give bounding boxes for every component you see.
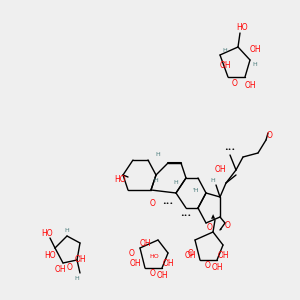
Text: •••: •••: [162, 200, 174, 206]
Text: OH: OH: [156, 272, 168, 280]
Text: O: O: [150, 199, 156, 208]
Text: H: H: [156, 152, 161, 158]
Text: H: H: [223, 47, 227, 52]
Text: O: O: [188, 248, 194, 257]
Text: OH: OH: [217, 250, 229, 260]
Text: H: H: [211, 178, 215, 182]
Text: H: H: [75, 275, 80, 281]
Text: H: H: [154, 178, 158, 182]
Text: HO: HO: [41, 229, 53, 238]
Text: O: O: [150, 269, 156, 278]
Text: OH: OH: [214, 166, 226, 175]
Text: O: O: [207, 223, 213, 232]
Text: OH: OH: [139, 238, 151, 247]
Text: 'H: 'H: [193, 188, 199, 193]
Text: OH: OH: [184, 250, 196, 260]
Text: O: O: [205, 262, 211, 271]
Text: •••: •••: [224, 148, 236, 152]
Text: HO: HO: [236, 22, 248, 32]
Text: HO: HO: [114, 176, 126, 184]
Text: H: H: [64, 227, 69, 232]
Text: O: O: [225, 220, 231, 230]
Text: •: •: [218, 227, 222, 232]
Text: OH: OH: [244, 80, 256, 89]
Text: H: H: [253, 62, 257, 68]
Text: OH: OH: [211, 263, 223, 272]
Text: OH: OH: [129, 259, 141, 268]
Text: O: O: [232, 79, 238, 88]
Text: H: H: [174, 181, 178, 185]
Text: O: O: [129, 248, 135, 257]
Text: O: O: [267, 130, 273, 140]
Text: OH: OH: [54, 266, 66, 274]
Text: OH: OH: [74, 256, 86, 265]
Text: OH: OH: [249, 46, 261, 55]
Text: •••: •••: [180, 212, 192, 217]
Text: OH: OH: [162, 259, 174, 268]
Text: ▲: ▲: [211, 214, 215, 220]
Text: OH: OH: [219, 61, 231, 70]
Text: O: O: [67, 263, 73, 272]
Text: HO: HO: [149, 254, 159, 259]
Text: HO: HO: [44, 251, 56, 260]
